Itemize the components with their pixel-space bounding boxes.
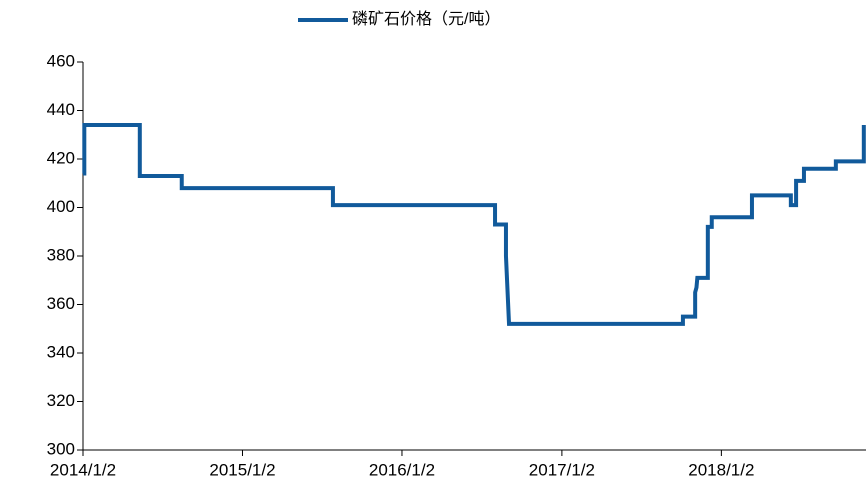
x-tick-label: 2018/1/2 xyxy=(688,460,754,479)
y-tick-label: 420 xyxy=(47,148,75,167)
x-tick-label: 2016/1/2 xyxy=(369,460,435,479)
y-tick-label: 320 xyxy=(47,391,75,410)
y-tick-label: 360 xyxy=(47,294,75,313)
y-tick-label: 300 xyxy=(47,439,75,458)
price-line xyxy=(82,123,866,326)
y-tick-label: 340 xyxy=(47,342,75,361)
legend-label: 磷矿石价格（元/吨） xyxy=(352,10,500,28)
x-tick-label: 2015/1/2 xyxy=(209,460,275,479)
x-tick-label: 2014/1/2 xyxy=(50,460,116,479)
x-tick-label: 2017/1/2 xyxy=(529,460,595,479)
y-tick-label: 380 xyxy=(47,245,75,264)
y-tick-label: 440 xyxy=(47,100,75,119)
y-tick-label: 400 xyxy=(47,197,75,216)
y-tick-label: 460 xyxy=(47,51,75,70)
legend: 磷矿石价格（元/吨） xyxy=(298,10,500,28)
